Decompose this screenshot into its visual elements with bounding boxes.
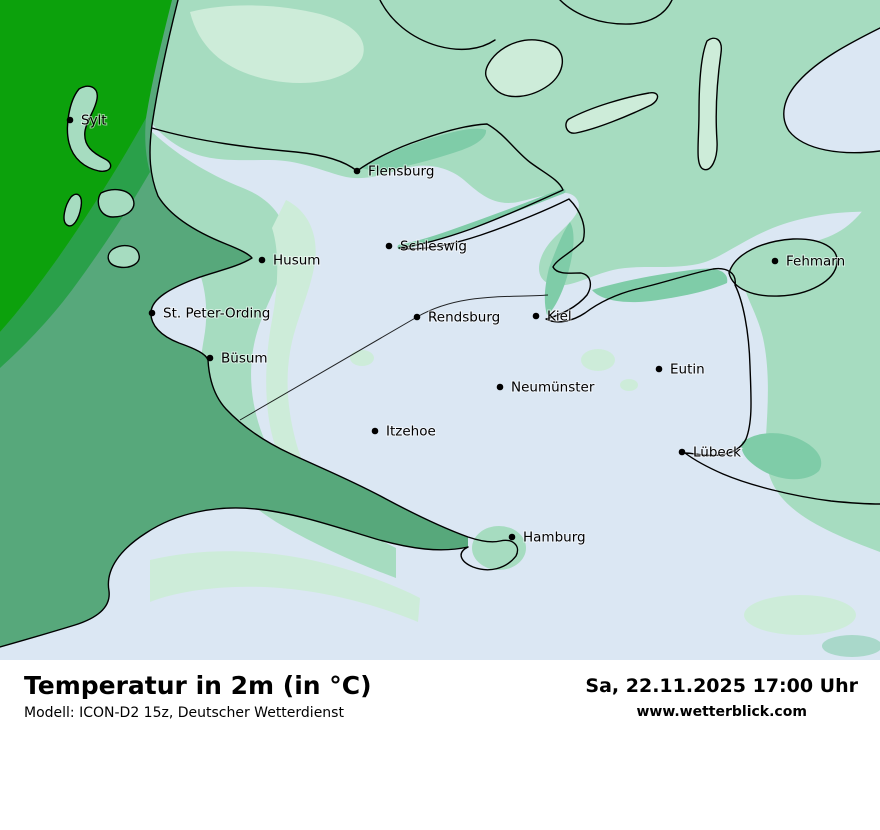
lakes-patch-2: [620, 379, 638, 391]
island-aeroe: [565, 91, 659, 134]
city-marker: Lübeck: [678, 444, 742, 462]
city-marker: Husum: [258, 252, 321, 270]
city-marker: Schleswig: [385, 238, 468, 256]
island-als: [484, 39, 563, 98]
kiel-fjord-water: [544, 222, 574, 315]
denmark-inner-patch: [190, 5, 364, 84]
city-marker: Büsum: [206, 350, 269, 368]
baltic-coastline: [151, 123, 880, 505]
island-pellworm: [107, 244, 140, 269]
city-marker: Eutin: [655, 361, 706, 379]
footer-header-row: Temperatur in 2m (in °C) Modell: ICON-D2…: [0, 660, 880, 721]
inland-patch: [350, 350, 374, 366]
city-label: Sylt: [81, 113, 107, 129]
city-dot: [148, 309, 156, 317]
island-fehmarn: [728, 238, 838, 297]
city-dot: [353, 167, 361, 175]
city-dot: [771, 257, 779, 265]
bottom-right-patch: [744, 595, 856, 635]
city-dot: [371, 427, 379, 435]
city-dot: [678, 448, 686, 456]
city-label: Hamburg: [523, 530, 586, 546]
city-dot: [66, 116, 74, 124]
city-layer: Sylt Flensburg Husum Schleswig St. Peter-Ord…: [66, 112, 846, 547]
city-label: Fehmarn: [786, 254, 845, 270]
city-marker: Neumünster: [496, 379, 596, 397]
city-label: Neumünster: [511, 380, 595, 396]
city-marker: St. Peter-Ording: [148, 305, 271, 323]
city-label: Büsum: [221, 351, 268, 367]
baltic-coast-water: [592, 268, 728, 303]
city-dot: [385, 242, 393, 250]
city-label: Husum: [273, 253, 320, 269]
footer-right: Sa, 22.11.2025 17:00 Uhr www.wetterblick…: [585, 672, 858, 720]
model-info: Modell: ICON-D2 15z, Deutscher Wetterdie…: [24, 704, 344, 721]
city-label: Kiel: [547, 309, 572, 325]
footer-left: Temperatur in 2m (in °C) Modell: ICON-D2…: [24, 671, 372, 721]
island-sylt: [66, 85, 112, 172]
danish-coast-fragment: [379, 0, 496, 51]
lakes-patch: [581, 349, 615, 371]
city-marker: Hamburg: [508, 529, 587, 547]
city-label: Rendsburg: [428, 310, 500, 326]
city-marker: Itzehoe: [371, 423, 437, 441]
website-label: www.wetterblick.com: [636, 704, 807, 720]
city-marker: Rendsburg: [413, 309, 501, 327]
island-foehr: [97, 188, 135, 218]
city-marker: Kiel: [532, 308, 573, 326]
city-marker: Fehmarn: [771, 253, 846, 271]
city-dot: [413, 313, 421, 321]
north-sea-mid-band: [0, 118, 150, 368]
city-label: Lübeck: [693, 445, 741, 461]
city-dot: [258, 256, 266, 264]
luebeck-bay-water: [741, 433, 822, 480]
city-label: Eutin: [670, 362, 705, 378]
city-dot: [532, 312, 540, 320]
map-footer: Temperatur in 2m (in °C) Modell: ICON-D2…: [0, 660, 880, 830]
west-coastline: [0, 0, 519, 648]
page-title: Temperatur in 2m (in °C): [24, 671, 372, 700]
city-dot: [508, 533, 516, 541]
island-amrum: [63, 193, 83, 227]
city-label: Flensburg: [368, 164, 434, 180]
danish-coast-fragment-2: [559, 0, 673, 25]
city-marker: Sylt: [66, 112, 108, 130]
valid-datetime: Sa, 22.11.2025 17:00 Uhr: [585, 675, 858, 697]
flensburg-fjord-water: [362, 128, 487, 172]
city-dot: [496, 383, 504, 391]
city-label: Itzehoe: [386, 424, 436, 440]
bottom-right-water: [822, 635, 880, 657]
city-label: Schleswig: [400, 239, 467, 255]
temperature-map: Sylt Flensburg Husum Schleswig St. Peter-Ord…: [0, 0, 880, 660]
kiel-canal-line: [239, 294, 549, 421]
city-dot: [655, 365, 663, 373]
city-label: St. Peter-Ording: [163, 306, 270, 322]
transition-band: [266, 200, 326, 504]
south-elbe-strip: [150, 551, 420, 622]
city-dot: [206, 354, 214, 362]
island-langeland: [697, 37, 722, 171]
island-lolland-coast: [783, 27, 880, 154]
city-marker: Flensburg: [353, 163, 435, 181]
map-svg: Sylt Flensburg Husum Schleswig St. Peter-Ord…: [0, 0, 880, 660]
